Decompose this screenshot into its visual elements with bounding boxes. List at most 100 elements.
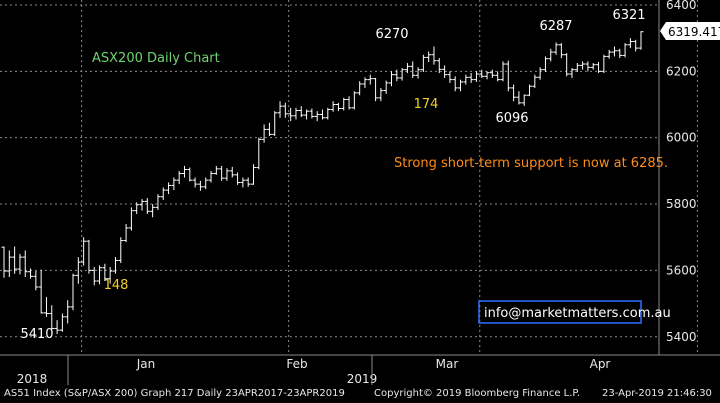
ohlc-bar [399, 68, 405, 81]
contact-email[interactable]: info@marketmatters.com.au [484, 306, 671, 321]
ohlc-bar [527, 84, 533, 97]
ohlc-bar [28, 268, 34, 279]
x-month-label: Mar [436, 357, 459, 371]
ohlc-bar [166, 182, 172, 195]
ohlc-bar [43, 296, 49, 317]
ohlc-bar [213, 165, 219, 175]
ohlc-bar [65, 300, 71, 324]
y-tick-label: 5800 [666, 197, 697, 211]
ohlc-bar [118, 237, 124, 264]
ohlc-bar [367, 74, 373, 85]
ohlc-bar [341, 97, 347, 111]
ohlc-bar [601, 54, 607, 73]
x-month-label: Feb [286, 357, 307, 371]
x-month-label: Apr [590, 357, 611, 371]
contact-box [478, 300, 642, 324]
ohlc-bar [224, 168, 230, 181]
ohlc-bar [553, 42, 559, 55]
ohlc-bar [330, 101, 336, 112]
ohlc-bar [511, 84, 517, 102]
ohlc-bar [447, 71, 453, 83]
ohlc-bar [261, 124, 267, 143]
point-labels: 5410 148 6270 174 6096 6287 6321 [20, 8, 645, 342]
ohlc-bar [415, 67, 421, 79]
ohlc-bar [516, 91, 522, 105]
ohlc-bar [452, 76, 458, 92]
ohlc-bar [91, 267, 97, 286]
ohlc-bar [351, 91, 357, 110]
ohlc-bar [187, 167, 193, 182]
y-tick-label: 6200 [666, 64, 697, 78]
ohlc-bar [489, 69, 495, 78]
point-label: 6287 [539, 19, 572, 34]
point-label: 6270 [375, 27, 408, 42]
ohlc-bar [240, 177, 246, 188]
ohlc-bar [596, 62, 602, 73]
ohlc-bar [585, 61, 591, 72]
ohlc-bar [139, 199, 145, 211]
x-year-label: 2018 [17, 372, 48, 386]
ohlc-bar [293, 107, 299, 120]
ohlc-bar [17, 253, 23, 275]
ohlc-bar [192, 177, 198, 188]
ohlc-bar [75, 257, 81, 284]
ohlc-bar [245, 177, 251, 187]
ohlc-bar [564, 53, 570, 77]
ohlc-bar [325, 107, 331, 120]
y-tick-label: 6400 [666, 0, 697, 12]
ohlc-bar [266, 122, 272, 137]
ohlc-bar [112, 257, 118, 274]
ohlc-bar [436, 58, 442, 73]
ohlc-bar [250, 164, 256, 185]
y-tick-labels: 5400 5600 5800 6000 6200 6400 [666, 0, 697, 344]
ohlc-bar [426, 51, 432, 63]
ohlc-bar [272, 111, 278, 137]
ohlc-bar [532, 74, 538, 88]
x-year-label: 2019 [347, 372, 378, 386]
ohlc-bar [150, 204, 156, 218]
ohlc-bar [203, 177, 209, 190]
ohlc-bars [1, 31, 644, 335]
ohlc-bar [362, 77, 368, 88]
ohlc-bar [208, 170, 214, 183]
ohlc-bar [495, 71, 501, 82]
ohlc-bar [176, 170, 182, 185]
point-label: 148 [104, 278, 129, 293]
x-month-label: Jan [136, 357, 156, 371]
ohlc-bar [404, 63, 410, 73]
ohlc-bar [22, 250, 28, 278]
ohlc-bar [298, 106, 304, 118]
y-tick-label: 5600 [666, 263, 697, 277]
ohlc-bar [569, 68, 575, 78]
ohlc-bar [627, 38, 633, 49]
ohlc-bar [473, 71, 479, 82]
ohlc-bar [197, 180, 203, 191]
ohlc-bar [81, 237, 87, 266]
ohlc-bar [102, 263, 108, 282]
ohlc-bar [144, 198, 150, 214]
ohlc-bar [638, 31, 644, 50]
ohlc-bar [86, 239, 92, 274]
ohlc-bar [542, 56, 548, 72]
ohlc-bar [235, 172, 241, 185]
last-price-label: 6319.417 [668, 25, 720, 39]
ohlc-bar [288, 107, 294, 122]
ohlc-bar [314, 111, 320, 122]
footer-timestamp: 23-Apr-2019 21:46:30 [602, 388, 712, 399]
ohlc-bar [442, 65, 448, 78]
ohlc-bar [282, 102, 288, 118]
ohlc-bar [622, 43, 628, 58]
ohlc-bar [229, 166, 235, 178]
ohlc-bar [378, 87, 384, 102]
ohlc-bar [134, 202, 140, 214]
ohlc-bar [590, 63, 596, 70]
ohlc-bar [309, 108, 315, 119]
ohlc-bar [181, 165, 187, 178]
ohlc-bar [128, 207, 134, 231]
ohlc-bar [219, 165, 225, 181]
ohlc-bar [617, 48, 623, 59]
ohlc-bar [59, 313, 65, 332]
ohlc-bar [558, 43, 564, 59]
y-tick-label: 5400 [666, 330, 697, 344]
